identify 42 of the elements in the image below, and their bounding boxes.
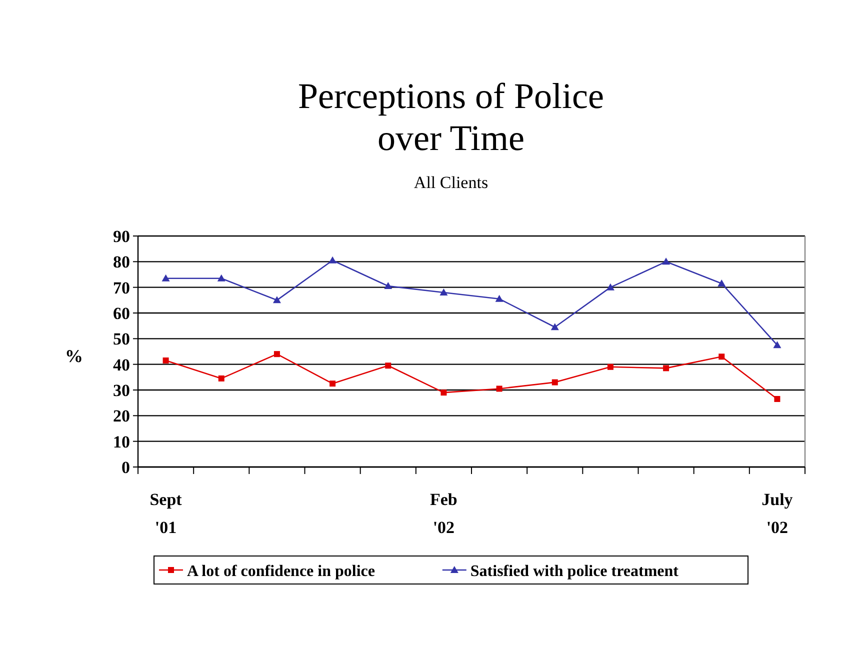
- point: [496, 386, 502, 392]
- y-tick-label: 40: [113, 355, 130, 374]
- chart-subtitle: All Clients: [414, 173, 488, 192]
- point: [272, 296, 281, 304]
- point: [217, 274, 226, 282]
- point: [773, 341, 782, 348]
- point: [440, 390, 447, 396]
- y-tick-label: 50: [113, 330, 130, 349]
- point: [550, 323, 559, 330]
- point: [440, 288, 448, 296]
- point: [718, 279, 726, 286]
- x-tick-label: Sept '01: [150, 490, 182, 537]
- point: [552, 379, 558, 386]
- y-tick-label: 20: [113, 406, 130, 426]
- point: [162, 274, 170, 282]
- point: [330, 380, 336, 387]
- point: [162, 357, 169, 364]
- point: [328, 256, 337, 264]
- y-tick-label: 60: [113, 304, 130, 323]
- x-tick-label: Feb '02: [430, 490, 458, 537]
- point: [218, 375, 224, 382]
- point: [774, 396, 780, 402]
- x-tick-label: July '02: [762, 490, 794, 537]
- y-tick-label: 0: [122, 458, 130, 477]
- legend-label: A lot of confidence in police: [187, 563, 375, 580]
- point: [606, 283, 614, 290]
- point: [607, 364, 614, 370]
- y-axis-title: %: [65, 346, 83, 366]
- y-tick-label: 70: [113, 278, 130, 298]
- point: [385, 362, 392, 369]
- y-tick-label: 80: [113, 252, 130, 272]
- point: [662, 258, 670, 265]
- point: [384, 282, 392, 290]
- point: [663, 365, 670, 372]
- legend-label: Satisfied with police treatment: [470, 563, 680, 580]
- chart-title: Perceptions of Police over Time: [298, 76, 604, 158]
- y-tick-label: 30: [113, 381, 130, 400]
- point: [495, 294, 504, 302]
- point: [274, 351, 280, 358]
- y-tick-label: 10: [113, 432, 130, 452]
- y-tick-label: 90: [113, 227, 130, 246]
- point: [718, 354, 725, 360]
